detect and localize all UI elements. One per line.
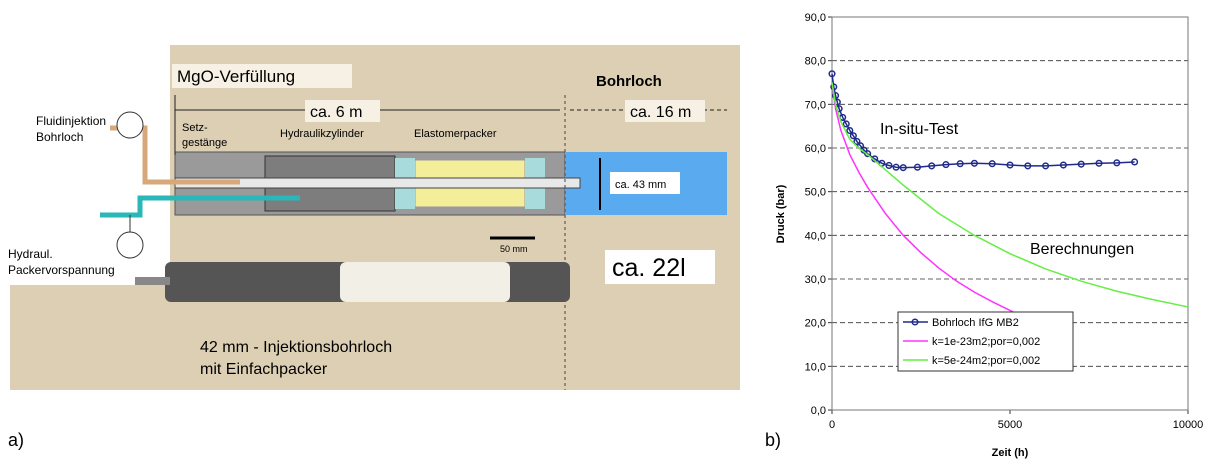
y-axis-title: Druck (bar) [775, 184, 787, 243]
gauge [117, 112, 143, 138]
gauge [117, 232, 143, 258]
label: Packervorspannung [8, 263, 115, 277]
legend-label: Bohrloch IfG MB2 [932, 317, 1019, 329]
x-axis-title: Zeit (h) [992, 447, 1029, 459]
y-tick-label: 60,0 [805, 143, 826, 155]
panel-label: b) [765, 430, 781, 450]
label: Hydraulikzylinder [280, 128, 364, 140]
label: Hydraul. [8, 247, 53, 261]
label: ca. 22l [612, 254, 686, 282]
label: Elastomerpacker [414, 128, 497, 140]
y-tick-label: 0,0 [811, 405, 826, 417]
x-tick-label: 5000 [998, 419, 1022, 431]
chart: 0,0 10,0 20,0 30,0 40,0 50,0 60,0 70,0 80,0 90,0 0… [775, 12, 1203, 459]
label: Setz- [182, 122, 208, 134]
figure: MgO-Verfüllung Bohrloch ca. 6 m ca. 16 m… [0, 0, 1212, 463]
panel-label: a) [8, 430, 24, 450]
label: MgO-Verfüllung [177, 67, 295, 86]
y-tick-label: 90,0 [805, 12, 826, 24]
y-tick-label: 30,0 [805, 274, 826, 286]
label: ca. 16 m [630, 104, 691, 121]
y-tick-label: 10,0 [805, 361, 826, 373]
y-tick-label: 20,0 [805, 318, 826, 330]
label: ca. 43 mm [615, 179, 666, 191]
label: 50 mm [500, 244, 528, 254]
x-tick-label: 10000 [1173, 419, 1204, 431]
label: ca. 6 m [310, 104, 362, 121]
legend-label: k=5e-24m2;por=0,002 [932, 355, 1040, 367]
y-tick-label: 50,0 [805, 187, 826, 199]
label: gestänge [182, 137, 227, 149]
annotation: In-situ-Test [880, 121, 959, 138]
y-tick-label: 80,0 [805, 56, 826, 68]
y-tick-label: 70,0 [805, 99, 826, 111]
photo-rod [135, 277, 170, 285]
diagram: MgO-Verfüllung Bohrloch ca. 6 m ca. 16 m… [8, 45, 740, 390]
y-tick-label: 40,0 [805, 230, 826, 242]
label: Fluidinjektion [36, 114, 106, 128]
series-line [832, 83, 1188, 307]
label: Bohrloch [36, 130, 83, 144]
caption: mit Einfachpacker [200, 361, 328, 378]
caption: 42 mm - Injektionsbohrloch [200, 339, 392, 356]
series-line [832, 74, 1135, 168]
annotation: Berechnungen [1030, 241, 1134, 258]
label: Bohrloch [596, 73, 662, 90]
x-tick-label: 0 [829, 419, 835, 431]
legend-label: k=1e-23m2;por=0,002 [932, 336, 1040, 348]
photo-packer-rubber [340, 262, 510, 302]
